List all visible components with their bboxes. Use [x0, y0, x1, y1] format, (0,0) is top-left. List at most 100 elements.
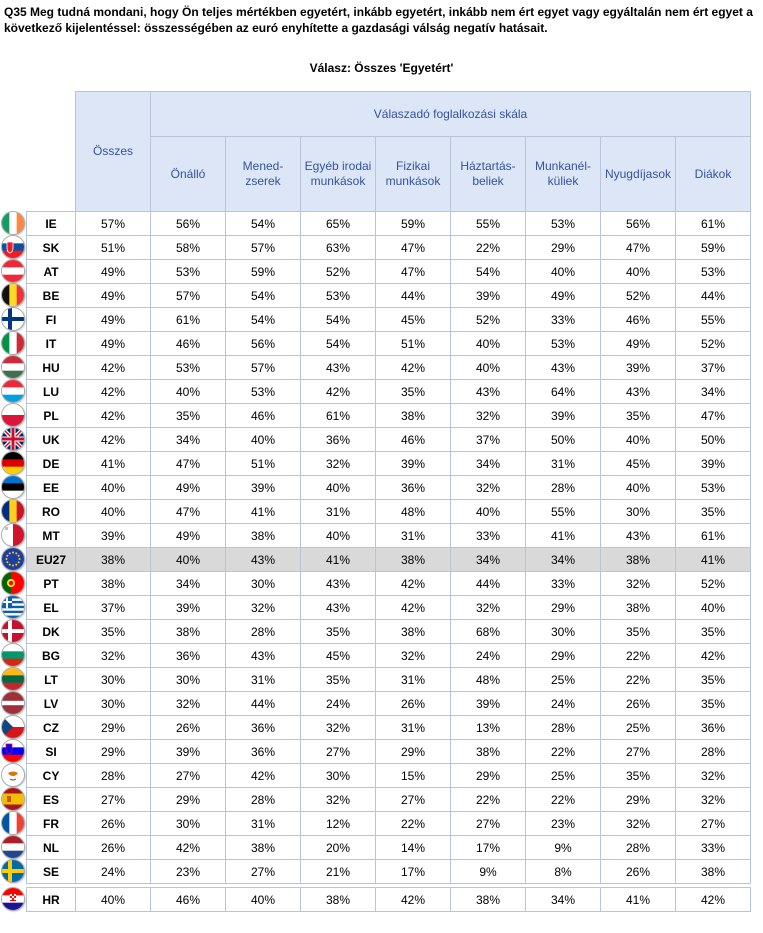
country-row: BG 32% 36% 43% 45% 32% 24% 29% 22% 42%: [26, 643, 751, 668]
value-cell: 39%: [450, 283, 526, 308]
column-header-line: Mened-: [242, 159, 284, 173]
country-row: PL 42% 35% 46% 61% 38% 32% 39% 35% 47%: [26, 403, 751, 428]
value-cell: 53%: [225, 379, 301, 404]
country-code-cell: DK: [26, 619, 76, 644]
value-cell: 35%: [675, 667, 751, 692]
column-header-line: munkások: [385, 174, 441, 188]
value-cell: 34%: [675, 379, 751, 404]
country-row: NL 26% 42% 38% 20% 14% 17% 9% 28% 33%: [26, 835, 751, 860]
country-row: LT 30% 30% 31% 35% 31% 48% 25% 22% 35%: [26, 667, 751, 692]
value-cell: 35%: [300, 667, 376, 692]
value-cell: 38%: [375, 619, 451, 644]
value-cell: 51%: [375, 331, 451, 356]
value-cell: 56%: [600, 211, 676, 236]
value-cell: 35%: [675, 499, 751, 524]
value-cell: 52%: [600, 283, 676, 308]
country-row: MT 39% 49% 38% 40% 31% 33% 41% 43% 61%: [26, 523, 751, 548]
portugal-flag-icon: [2, 572, 24, 594]
value-cell: 31%: [225, 667, 301, 692]
value-cell: 27%: [375, 787, 451, 812]
value-cell: 27%: [150, 763, 226, 788]
total-value-cell: 41%: [75, 451, 151, 476]
value-cell: 36%: [675, 715, 751, 740]
value-cell: 53%: [525, 331, 601, 356]
total-value-cell: 29%: [75, 715, 151, 740]
occupation-column-header: Mened-zserek: [225, 136, 301, 212]
column-header-line: munkások: [310, 174, 366, 188]
total-value-cell: 42%: [75, 427, 151, 452]
country-row: DK 35% 38% 28% 35% 38% 68% 30% 35% 35%: [26, 619, 751, 644]
value-cell: 38%: [450, 739, 526, 764]
value-cell: 63%: [300, 235, 376, 260]
value-cell: 35%: [150, 403, 226, 428]
value-cell: 42%: [225, 763, 301, 788]
country-row: EL 37% 39% 32% 43% 42% 32% 29% 38% 40%: [26, 595, 751, 620]
value-cell: 41%: [300, 547, 376, 572]
country-code-cell: SI: [26, 739, 76, 764]
value-cell: 56%: [150, 211, 226, 236]
total-value-cell: 51%: [75, 235, 151, 260]
value-cell: 42%: [375, 571, 451, 596]
value-cell: 46%: [375, 427, 451, 452]
country-code-cell: SE: [26, 859, 76, 884]
column-header-line: beliek: [472, 174, 504, 188]
country-code-cell: ES: [26, 787, 76, 812]
value-cell: 35%: [675, 691, 751, 716]
value-cell: 22%: [600, 667, 676, 692]
value-cell: 20%: [300, 835, 376, 860]
country-code-cell: HU: [26, 355, 76, 380]
country-row: SE 24% 23% 27% 21% 17% 9% 8% 26% 38%: [26, 859, 751, 884]
eu-average-row: EU27 38% 40% 43% 41% 38% 34% 34% 38% 41%: [26, 547, 751, 572]
value-cell: 30%: [525, 619, 601, 644]
value-cell: 12%: [300, 811, 376, 836]
value-cell: 40%: [300, 475, 376, 500]
value-cell: 28%: [675, 739, 751, 764]
country-row: SI 29% 39% 36% 27% 29% 38% 22% 27% 28%: [26, 739, 751, 764]
value-cell: 30%: [300, 763, 376, 788]
value-cell: 38%: [225, 523, 301, 548]
occupation-column-header: Fizikai munkások: [375, 136, 451, 212]
country-row: HR 40% 46% 40% 38% 42% 38% 34% 41% 42%: [26, 887, 751, 912]
total-value-cell: 38%: [75, 571, 151, 596]
value-cell: 29%: [450, 763, 526, 788]
country-row: UK 42% 34% 40% 36% 46% 37% 50% 40% 50%: [26, 427, 751, 452]
value-cell: 24%: [450, 643, 526, 668]
value-cell: 30%: [225, 571, 301, 596]
column-header-line: Diákok: [694, 166, 732, 181]
value-cell: 33%: [525, 571, 601, 596]
total-value-cell: 49%: [75, 259, 151, 284]
value-cell: 57%: [225, 235, 301, 260]
value-cell: 53%: [525, 211, 601, 236]
value-cell: 42%: [300, 379, 376, 404]
value-cell: 47%: [600, 235, 676, 260]
value-cell: 35%: [600, 403, 676, 428]
value-cell: 38%: [450, 887, 526, 912]
value-cell: 35%: [300, 619, 376, 644]
value-cell: 47%: [150, 451, 226, 476]
table-subtitle: Válasz: Összes 'Egyetért': [309, 61, 454, 75]
country-code-cell: FI: [26, 307, 76, 332]
value-cell: 44%: [675, 283, 751, 308]
value-cell: 34%: [450, 547, 526, 572]
value-cell: 14%: [375, 835, 451, 860]
value-cell: 37%: [675, 355, 751, 380]
value-cell: 27%: [600, 739, 676, 764]
value-cell: 40%: [450, 499, 526, 524]
value-cell: 35%: [600, 619, 676, 644]
value-cell: 54%: [225, 211, 301, 236]
value-cell: 32%: [675, 787, 751, 812]
value-cell: 24%: [300, 691, 376, 716]
finland-flag-icon: [2, 308, 24, 330]
country-code-cell: IT: [26, 331, 76, 356]
total-value-cell: 49%: [75, 331, 151, 356]
value-cell: 17%: [450, 835, 526, 860]
total-value-cell: 49%: [75, 283, 151, 308]
total-value-cell: 40%: [75, 499, 151, 524]
ireland-flag-icon: [2, 212, 24, 234]
value-cell: 32%: [375, 643, 451, 668]
occupation-column-header: Önálló: [150, 136, 226, 212]
value-cell: 39%: [525, 403, 601, 428]
italy-flag-icon: [2, 332, 24, 354]
value-cell: 38%: [300, 887, 376, 912]
country-code-cell: CZ: [26, 715, 76, 740]
